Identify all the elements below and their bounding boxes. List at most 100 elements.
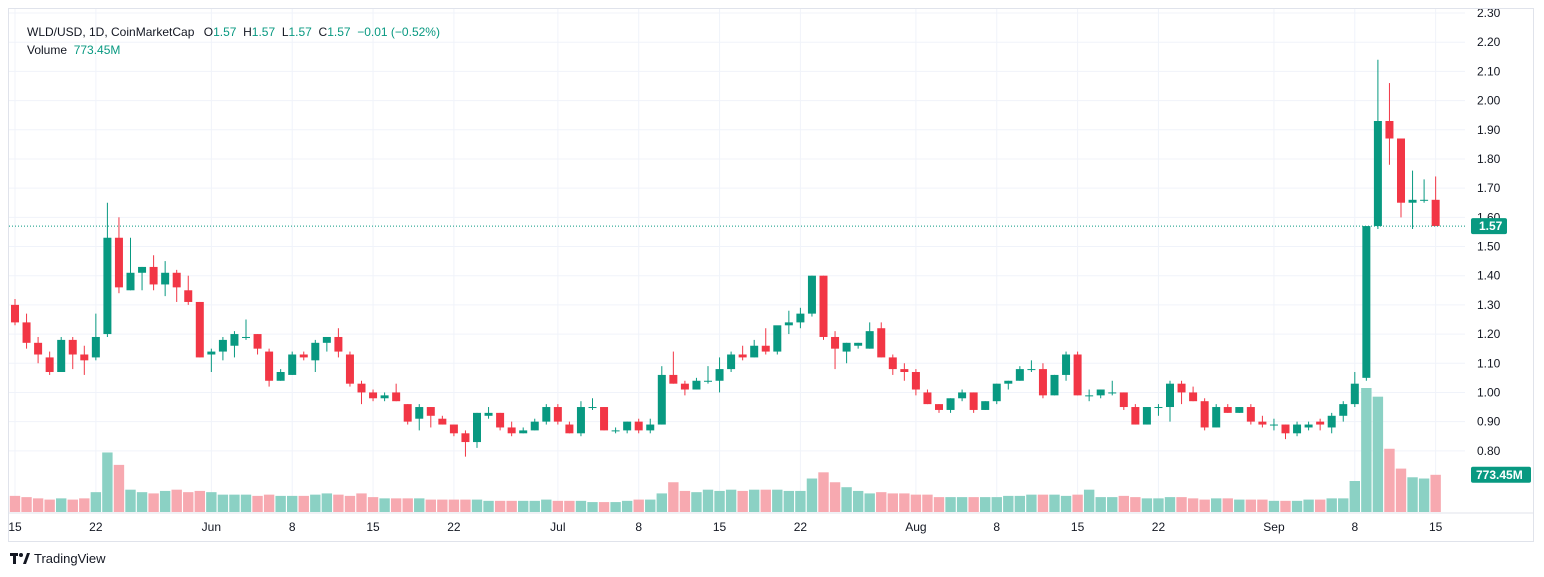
y-tick-label: 2.00 [1477, 94, 1501, 108]
volume-bar [1130, 497, 1141, 512]
volume-bar [1072, 494, 1083, 512]
volume-bar [159, 490, 171, 512]
candle-body [1027, 369, 1036, 371]
volume-bar [1199, 499, 1210, 512]
candle-body [34, 342, 43, 355]
volume-bar [1187, 498, 1199, 512]
candle-body [1096, 389, 1105, 396]
volume-bar [506, 500, 517, 512]
x-tick-label: 15 [1071, 520, 1085, 534]
candle-body [1327, 415, 1336, 428]
candle-body [738, 354, 747, 358]
x-tick-label: 22 [794, 520, 808, 534]
x-tick-label: 8 [1351, 520, 1358, 534]
candle-body [1223, 407, 1232, 413]
candle-body [1189, 392, 1198, 402]
volume-bar [980, 497, 991, 512]
volume-bar [1372, 396, 1384, 512]
volume-bar [691, 492, 702, 512]
candle-body [819, 275, 828, 337]
candle-body [484, 412, 493, 416]
candle-body [1166, 383, 1174, 408]
candle-body [1408, 199, 1417, 203]
candle-body [172, 272, 181, 288]
volume-bar [171, 489, 182, 512]
candle-body [1431, 199, 1440, 227]
volume-bar [32, 498, 44, 512]
candle-body [1085, 395, 1094, 397]
volume-bar [229, 494, 240, 512]
y-tick-label: 1.70 [1477, 181, 1501, 195]
volume-bar [1014, 495, 1026, 512]
volume-bar [760, 489, 771, 512]
x-tick-label: 15 [1429, 520, 1443, 534]
candle-body [22, 322, 31, 343]
volume-label[interactable]: Volume [27, 43, 68, 57]
candle-body [1235, 407, 1244, 413]
volume-bar [217, 494, 229, 512]
volume-bar [275, 495, 286, 512]
volume-bar [621, 500, 633, 512]
candle-body [542, 407, 551, 422]
candle-body [553, 407, 562, 422]
y-tick-label: 1.10 [1477, 356, 1501, 370]
volume-bar [737, 490, 748, 512]
candle-body [692, 380, 701, 390]
open-value: 1.57 [213, 25, 237, 39]
volume-bar [494, 500, 506, 512]
candle-body [103, 237, 112, 335]
time-axis[interactable]: 15 22 Jun 8 15 22 Jul 8 15 22 Aug 8 15 22 Sep 8 15 [9, 520, 1443, 534]
candle-body [1154, 407, 1163, 409]
volume-bar [56, 498, 67, 512]
candle-body [218, 339, 227, 352]
volume-bar [1153, 498, 1164, 512]
candle-body [1108, 392, 1117, 394]
candle-body [161, 272, 170, 285]
volume-bar [806, 478, 818, 512]
volume-bar [1361, 388, 1372, 512]
volume-bar [414, 498, 425, 512]
candle-body [392, 392, 401, 402]
chart-frame: 0.80 0.90 1.00 1.10 1.20 1.30 1.40 1.50 1.60 1.70… [8, 8, 1534, 542]
symbol-title[interactable]: WLD/USD, 1D, CoinMarketCap [27, 25, 195, 39]
candle-body [727, 354, 736, 370]
volume-bar [1407, 477, 1418, 512]
candle-body [345, 354, 354, 384]
candle-body [530, 421, 539, 431]
open-label: O [203, 25, 214, 39]
candle-body [45, 357, 54, 373]
volume-bar [136, 492, 148, 512]
price-axis[interactable]: 0.800.901.001.101.201.301.401.501.601.70… [1477, 9, 1501, 458]
volume-bar [460, 499, 471, 512]
candle-body [91, 336, 100, 358]
x-tick-label: 22 [1152, 520, 1166, 534]
candle-body [311, 342, 320, 361]
volume-bar [610, 502, 621, 512]
volume-bar [679, 490, 691, 512]
last-price-badge [1471, 218, 1507, 235]
volume-bar [79, 498, 90, 512]
candle-body [1385, 120, 1394, 139]
volume-bar [356, 493, 367, 512]
candle-body [842, 342, 851, 352]
volume-bar [598, 502, 610, 512]
tradingview-logo[interactable]: TradingView [10, 551, 106, 566]
candle-body [403, 404, 412, 422]
candle-body [704, 380, 712, 382]
volume-bar [483, 500, 494, 512]
volume-bar [922, 494, 933, 512]
price-chart[interactable]: 0.800.901.001.101.201.301.401.501.601.70… [9, 9, 1533, 541]
volume-bar [1026, 494, 1037, 512]
x-tick-label: 8 [289, 520, 296, 534]
candle-body [634, 421, 643, 431]
candle-body [449, 424, 458, 434]
x-tick-label: Jul [550, 520, 565, 534]
candles [11, 59, 1440, 457]
change-value: −0.01 (−0.52%) [357, 25, 440, 39]
last-price-badge-label: 1.57 [1479, 219, 1503, 233]
candle-body [473, 412, 481, 443]
x-tick-label: 8 [635, 520, 642, 534]
volume-bar [1268, 500, 1280, 512]
candle-body [1362, 226, 1371, 378]
candle-body [784, 322, 793, 326]
